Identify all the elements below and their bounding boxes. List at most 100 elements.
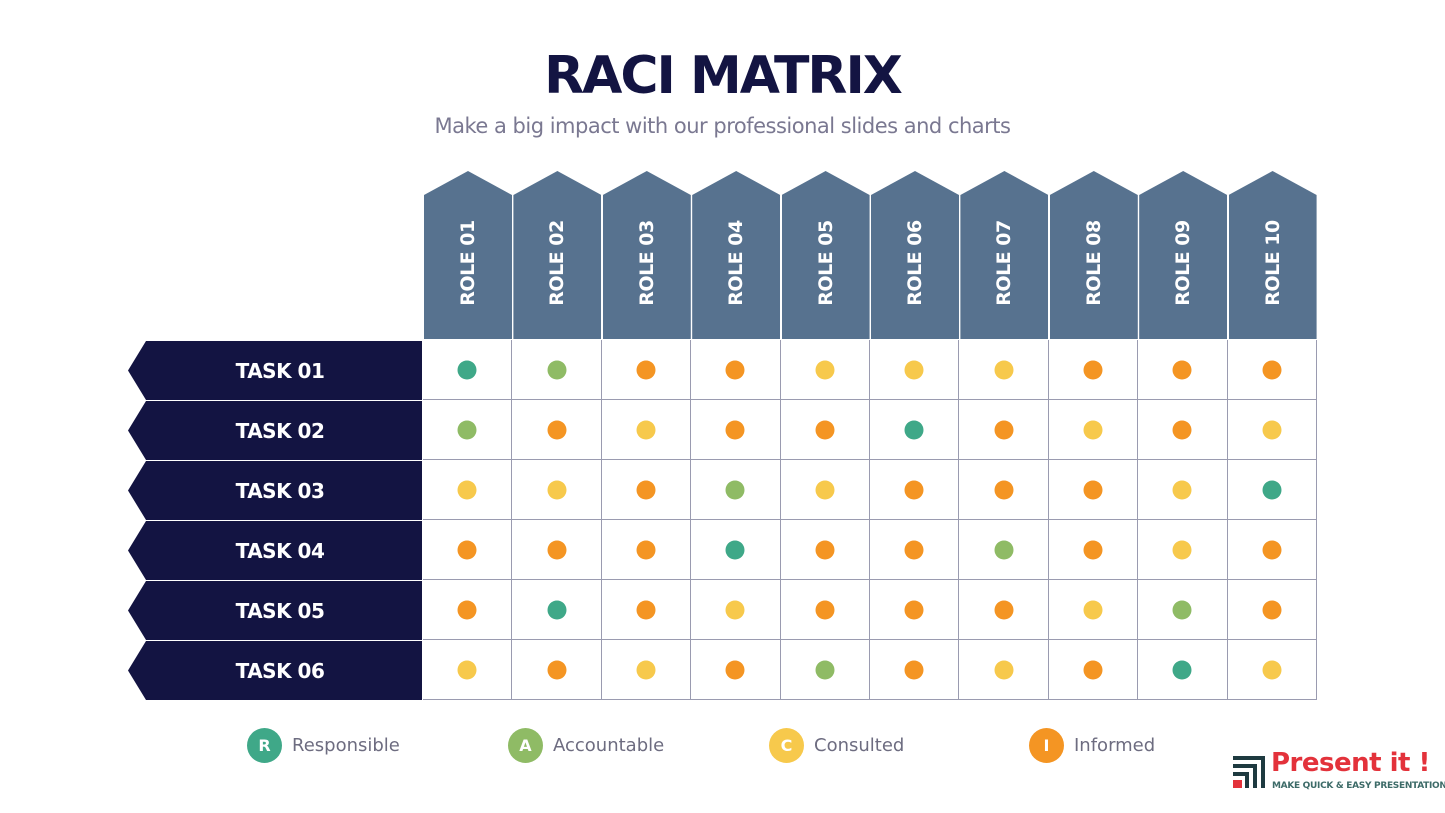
raci-dot-C [1083, 420, 1103, 439]
matrix-cell [601, 400, 692, 460]
raci-dot-I [1083, 480, 1103, 499]
raci-dot-I [547, 420, 567, 439]
matrix-cell [423, 580, 513, 640]
raci-dot-R [904, 420, 924, 439]
raci-dot-I [904, 540, 924, 559]
raci-dot-I [904, 660, 924, 679]
matrix-cell [870, 640, 960, 700]
legend-label: Informed [1074, 735, 1156, 756]
legend-item: R Responsible [247, 728, 400, 763]
raci-dot-I [1262, 540, 1282, 559]
matrix-cell [691, 580, 781, 640]
matrix-cell [1138, 580, 1228, 640]
matrix-cell [1227, 400, 1317, 460]
matrix-cell [1138, 640, 1228, 700]
matrix-cell [1227, 340, 1317, 400]
role-label: ROLE 06 [904, 220, 926, 306]
matrix-cell [780, 520, 870, 580]
legend-item: I Informed [1029, 728, 1155, 763]
raci-dot-A [457, 420, 477, 439]
matrix-cell [601, 340, 692, 400]
raci-dot-I [636, 480, 656, 499]
raci-dot-I [1083, 660, 1103, 679]
legend-label: Accountable [553, 735, 665, 756]
role-header: ROLE 01 [424, 171, 512, 339]
legend-badge: C [769, 728, 804, 763]
task-label: TASK 06 [128, 641, 422, 700]
role-label: ROLE 04 [725, 220, 748, 306]
raci-dot-I [636, 540, 656, 559]
raci-dot-I [1262, 600, 1282, 619]
matrix-cell [1138, 520, 1228, 580]
raci-dot-I [457, 540, 477, 559]
raci-dot-C [1262, 660, 1282, 679]
matrix-cell [870, 580, 960, 640]
raci-dot-I [547, 660, 567, 679]
legend-badge: A [508, 728, 543, 763]
raci-dot-I [725, 360, 745, 379]
matrix-cell [512, 400, 602, 460]
raci-dot-R [1172, 660, 1192, 679]
legend-item: A Accountable [508, 728, 664, 763]
matrix-cell [1138, 460, 1228, 520]
matrix-cell [423, 400, 513, 460]
matrix-cell [1227, 520, 1317, 580]
logo-name: Present it ! [1271, 748, 1430, 778]
raci-dot-I [904, 480, 924, 499]
matrix-cell [512, 520, 602, 580]
task-label: TASK 05 [128, 581, 422, 640]
role-label: ROLE 01 [457, 220, 479, 306]
matrix-cell [780, 460, 870, 520]
role-header: ROLE 09 [1139, 171, 1228, 339]
matrix-cell [512, 460, 602, 520]
raci-dot-C [457, 480, 477, 499]
legend-badge: R [247, 728, 282, 763]
matrix-cell [870, 460, 960, 520]
matrix-cell [780, 580, 870, 640]
raci-dot-A [547, 360, 567, 379]
raci-dot-A [815, 660, 835, 679]
role-label: ROLE 08 [1082, 220, 1105, 306]
raci-grid [423, 340, 1317, 701]
legend-item: C Consulted [769, 728, 904, 763]
role-label: ROLE 03 [635, 220, 658, 306]
matrix-cell [512, 340, 602, 400]
raci-dot-C [994, 360, 1014, 379]
matrix-cell [1227, 640, 1317, 700]
matrix-cell [512, 640, 602, 700]
matrix-cell [959, 640, 1049, 700]
raci-dot-R [547, 600, 567, 619]
logo-mark-icon [1233, 756, 1265, 788]
raci-dot-A [1172, 600, 1192, 619]
matrix-cell [423, 640, 513, 700]
raci-dot-I [904, 600, 924, 619]
matrix-cell [1048, 580, 1139, 640]
raci-dot-I [994, 600, 1014, 619]
logo-tagline: MAKE QUICK & EASY PRESENTATIONS [1272, 781, 1445, 791]
matrix-cell [1048, 460, 1139, 520]
page-title: RACI MATRIX [544, 46, 903, 106]
raci-dot-R [1262, 480, 1282, 499]
matrix-cell [1227, 460, 1317, 520]
matrix-cell [601, 580, 692, 640]
raci-dot-C [547, 480, 567, 499]
role-header: ROLE 03 [602, 171, 691, 339]
matrix-cell [959, 580, 1049, 640]
role-header: ROLE 04 [692, 171, 781, 339]
matrix-cell [780, 400, 870, 460]
raci-dot-I [457, 600, 477, 619]
raci-dot-I [1262, 360, 1282, 379]
raci-dot-C [725, 600, 745, 619]
role-header: ROLE 05 [781, 171, 870, 339]
raci-dot-I [994, 420, 1014, 439]
raci-dot-R [457, 360, 477, 379]
raci-dot-C [1172, 480, 1192, 499]
matrix-cell [1048, 340, 1139, 400]
legend-badge: I [1029, 728, 1064, 763]
raci-dot-C [1262, 420, 1282, 439]
matrix-cell [959, 340, 1049, 400]
role-label: ROLE 05 [814, 220, 837, 306]
raci-dot-I [815, 420, 835, 439]
matrix-cell [959, 520, 1049, 580]
